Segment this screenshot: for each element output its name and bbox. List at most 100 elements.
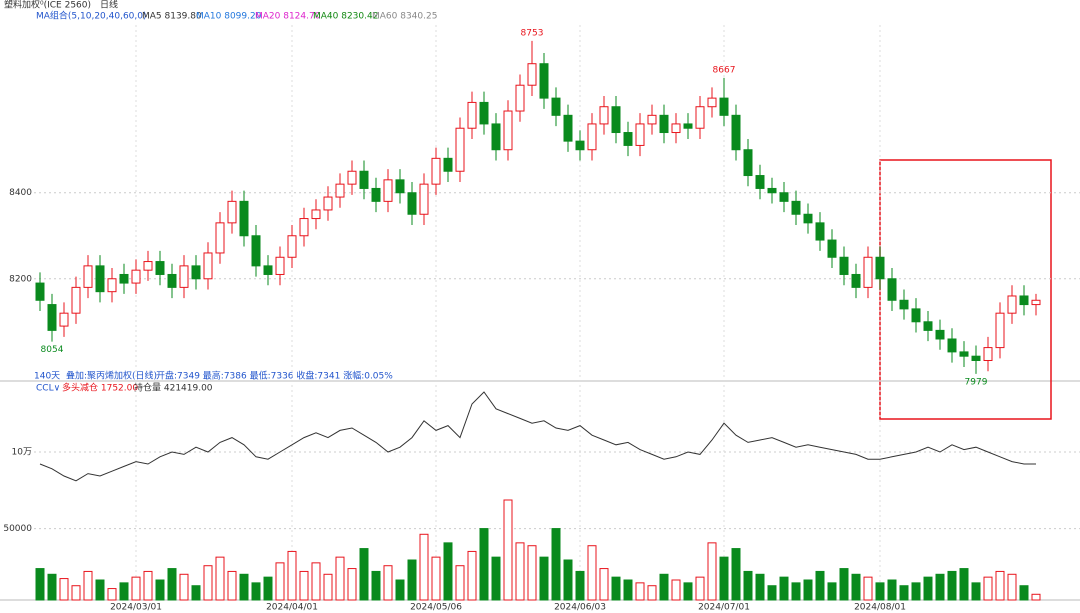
candle-body [203,252,213,280]
candle-body [443,157,453,172]
volume-bar [671,579,681,601]
volume-bar [359,548,369,601]
volume-bar [179,573,189,601]
candle-body [35,282,45,301]
volume-bar [35,568,45,601]
candle-body [491,123,501,151]
candle-body [659,114,669,134]
candle-body [71,286,81,314]
candle-body [515,84,525,112]
volume-bar [899,585,909,601]
candle-body [335,183,345,198]
x-tick-label: 2024/08/01 [854,603,906,613]
volume-bar [299,570,309,601]
candle-body [803,213,813,224]
candle-body [827,239,837,258]
volume-bar [443,542,453,601]
volume-bar [695,576,705,601]
price-annotation: 8753 [521,28,544,38]
volume-bar [107,588,117,601]
volume-bar [683,582,693,601]
period[interactable]: 日线 [100,0,118,11]
indicator[interactable]: CCL∨ [36,384,60,394]
x-tick-label: 2024/05/06 [410,603,462,613]
x-tick-label: 2024/07/01 [698,603,750,613]
candle-body [947,338,957,353]
y-tick-label: 8200 [9,274,32,284]
candle-body [1031,299,1041,306]
candle-body [119,273,129,284]
volume-bar [563,559,573,601]
candle-body [407,192,417,215]
candle-body [359,170,369,189]
candle-body [995,312,1005,349]
volume-bar [119,582,129,601]
volume-bar [491,556,501,601]
y-tick-label: 50000 [3,524,32,534]
volume-bar [467,550,477,601]
candle-body [455,127,465,172]
candle-body [59,312,69,327]
volume-bar [887,579,897,601]
volume-bar [803,579,813,601]
volume-bar [311,562,321,601]
volume-bar [71,585,81,601]
candle-body [599,106,609,125]
volume-bar [959,568,969,601]
volume-bar [755,573,765,601]
candle-body [899,299,909,310]
volume-bar [983,576,993,601]
volume-bar [371,570,381,601]
days: 140天 [34,372,60,382]
candle-body [107,278,117,293]
x-tick-label: 2024/04/01 [266,603,318,613]
candle-body [311,209,321,220]
volume-bar [851,573,861,601]
volume-bar [995,570,1005,601]
volume-bar [335,556,345,601]
volume-bar [263,576,273,601]
volume-bar [1007,573,1017,601]
candle-body [419,183,429,215]
volume-bar [743,570,753,601]
candle-body [431,157,441,185]
volume-bar [599,568,609,601]
volume-bar [143,570,153,601]
price-annotation: 8667 [713,65,736,75]
volume-bar [527,545,537,601]
candle-body [683,123,693,129]
candle-body [575,140,585,151]
candle-body [695,106,705,129]
candle-body [755,175,765,189]
volume-bar [251,582,261,601]
volume-bar [623,579,633,601]
candle-body [719,97,729,116]
volume-bar [431,556,441,601]
volume-bar [971,582,981,601]
candle-body [563,114,573,142]
candle-body [911,308,921,323]
volume-bar [191,585,201,601]
candle-body [347,170,357,185]
candle-body [1007,295,1017,314]
candle-body [299,218,309,237]
candle-body [791,200,801,215]
volume-bar [455,565,465,601]
volume-bar [383,565,393,601]
candle-body [839,256,849,275]
volume-bar [215,556,225,601]
candle-body [815,222,825,241]
candle-body [863,256,873,288]
candle-body [527,63,537,86]
symbol: 塑料加权⁰(ICE 2560) [4,0,91,11]
volume-bar [827,582,837,601]
oi-line [39,391,1036,482]
candle-body [875,256,885,280]
volume-bar [1019,585,1029,601]
volume-bar [203,565,213,601]
candle-body [971,355,981,361]
ma-group[interactable]: MA组合(5,10,20,40,60,0) [36,10,147,22]
candle-body [1019,295,1029,306]
candle-body [887,278,897,301]
candle-body [383,179,393,202]
